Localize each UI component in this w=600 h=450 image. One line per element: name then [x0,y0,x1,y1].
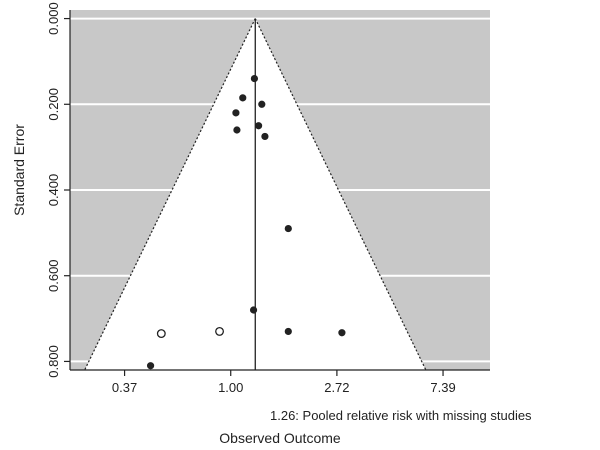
observed-point-2 [232,109,240,117]
x-tick-label-1: 1.00 [218,380,243,395]
observed-point-5 [233,126,241,134]
x-axis-title: Observed Outcome [219,430,341,446]
observed-point-9 [284,327,292,336]
observed-point-4 [254,122,263,130]
y-tick-label-3: 0.600 [46,259,61,292]
observed-point-8 [249,306,258,314]
y-tick-label-1: 0.200 [46,88,61,121]
pooled-estimate-note: 1.26: Pooled relative risk with missing … [270,408,532,423]
observed-point-10 [338,329,346,337]
funnel-right-boundary [254,18,427,371]
y-tick-label-4: 0.800 [46,345,61,378]
x-tick-label-2: 2.72 [324,380,349,395]
observed-point-1 [239,94,247,102]
funnel-left-boundary [84,18,256,371]
imputed-point-0 [156,329,166,339]
imputed-point-1 [215,326,224,336]
y-axis-ticks: 0.000 0.200 0.400 0.600 0.800 [46,2,70,378]
observed-point-0 [250,74,259,83]
x-axis-ticks: 0.37 1.00 2.72 7.39 [112,370,456,395]
observed-point-6 [261,132,269,141]
observed-point-7 [284,224,292,233]
x-tick-label-3: 7.39 [430,380,455,395]
x-tick-label-0: 0.37 [112,380,137,395]
data-points [146,74,346,370]
observed-point-3 [258,100,266,108]
observed-point-11 [146,362,155,370]
y-tick-label-0: 0.000 [46,2,61,35]
y-tick-label-2: 0.400 [46,174,61,207]
y-axis-title: Standard Error [11,124,27,216]
